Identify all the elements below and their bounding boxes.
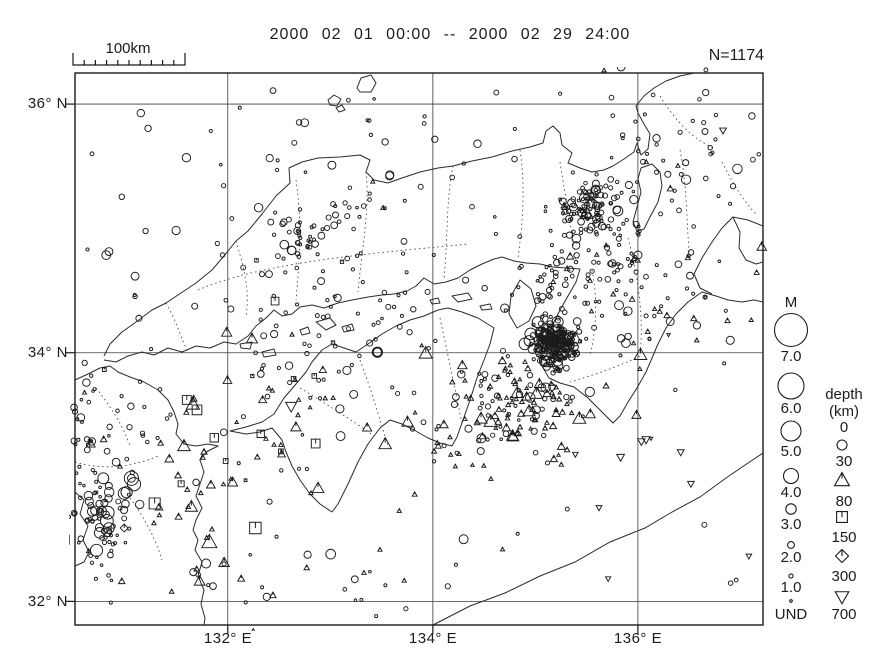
coastline-sanin-north-honshu [103, 72, 695, 357]
legend-mag-label-3: 3.0 [780, 516, 802, 533]
event-count: N=1174 [708, 47, 764, 64]
page-title: 2000 02 01 00:00 -- 2000 02 29 24:00 [269, 26, 631, 43]
legend-depth-label-150: 150 [831, 529, 857, 546]
scale-bar [72, 53, 186, 66]
lat-label-36n: 36° N [27, 95, 68, 112]
island-shikoku [229, 307, 495, 513]
island-oki-dozen [327, 94, 346, 113]
island-awaji [508, 279, 537, 329]
legend-mag-label-2: 2.0 [780, 549, 802, 566]
legend-depth-unit: (km) [829, 403, 859, 420]
islands-seto-inland [239, 292, 493, 358]
legend-magnitude-title: M [784, 294, 798, 311]
graticule [75, 73, 763, 625]
legend-depth-label-30: 30 [835, 453, 853, 470]
island-oki-dogo [356, 74, 377, 93]
lat-label-34n: 34° N [27, 344, 68, 361]
legend-symbols [773, 312, 851, 605]
legend-mag-label-6: 6.0 [780, 400, 802, 417]
legend-mag-label-1: 1.0 [780, 579, 802, 596]
lat-label-32n: 32° N [27, 593, 68, 610]
coastline-kyushu-west-edge [74, 491, 90, 567]
coastline-chita-peninsula [732, 216, 764, 265]
legend-mag-label-5: 5.0 [780, 443, 802, 460]
legend-depth-title: depth [825, 386, 863, 403]
earthquake-symbols [69, 67, 768, 631]
nankai-trough-line [432, 452, 764, 626]
coastline-setouchi-kii-honshu [103, 256, 764, 424]
small-islands [239, 74, 493, 358]
scale-bar-label: 100km [105, 40, 151, 57]
lon-label-132e: 132° E [203, 630, 253, 647]
lon-label-134e: 134° E [408, 630, 458, 647]
lon-label-136e: 136° E [613, 630, 663, 647]
map-frame [66, 72, 764, 634]
legend-mag-label-und: UND [774, 606, 808, 623]
island-kyushu-east [74, 365, 219, 626]
legend-mag-label-4: 4.0 [780, 484, 802, 501]
legend-depth-label-300: 300 [831, 568, 857, 585]
coastlines [74, 72, 764, 626]
legend-depth-label-80: 80 [835, 493, 853, 510]
legend-mag-label-7: 7.0 [780, 348, 802, 365]
lake-biwa [632, 163, 663, 232]
prefecture-borders [74, 95, 757, 561]
coastline-ise-bay [693, 216, 764, 295]
legend-depth-label-0: 0 [839, 419, 849, 436]
legend-depth-label-700: 700 [831, 606, 857, 623]
